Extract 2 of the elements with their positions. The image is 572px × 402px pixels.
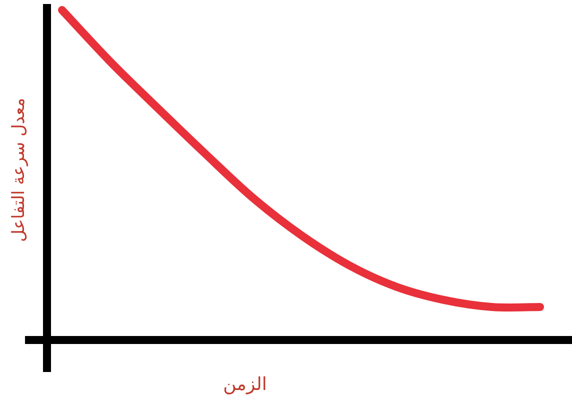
x-axis-title: الزمن: [223, 374, 267, 395]
y-axis-title: معدل سرعة التفاعل: [9, 98, 29, 242]
